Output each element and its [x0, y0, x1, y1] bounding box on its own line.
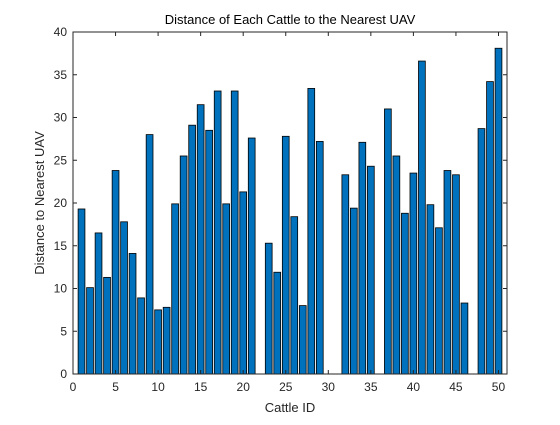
bar-cattle-13	[179, 155, 188, 375]
bar-cattle-42	[426, 204, 435, 375]
bar-cattle-24	[273, 271, 282, 375]
bar-cattle-37	[384, 108, 392, 375]
bar-cattle-41	[418, 60, 426, 375]
bar-cattle-1	[77, 208, 86, 375]
y-tick-label: 0	[60, 367, 67, 381]
bar-cattle-18	[222, 203, 230, 375]
y-axis-ticks: 0 5 10 15 20 25 30 35 40	[54, 25, 507, 381]
bar-cattle-4	[103, 276, 111, 375]
y-tick-label: 15	[54, 239, 68, 253]
bar-cattle-44	[443, 170, 452, 375]
x-tick-label: 20	[237, 380, 251, 394]
bar-cattle-7	[128, 253, 137, 375]
bar-cattle-27	[298, 305, 307, 375]
bar-cattle-46	[460, 302, 469, 375]
y-tick-label: 30	[54, 111, 68, 125]
bar-cattle-49	[486, 81, 494, 375]
bar-cattle-6	[120, 221, 128, 375]
bar-cattle-2	[86, 287, 94, 375]
x-axis-label: Cattle ID	[265, 400, 316, 415]
y-tick-label: 25	[54, 153, 68, 167]
bar-cattle-15	[196, 104, 205, 375]
bar-cattle-20	[239, 191, 247, 375]
y-tick-label: 5	[60, 324, 67, 338]
y-tick-label: 35	[54, 68, 68, 82]
bar-cattle-50	[494, 47, 503, 375]
bar-cattle-45	[452, 174, 460, 375]
bar-cattle-35	[367, 165, 375, 375]
plot-area-background	[73, 32, 507, 374]
chart-title: Distance of Each Cattle to the Nearest U…	[165, 12, 416, 27]
bar-cattle-28	[307, 88, 316, 375]
bar-cattle-12	[171, 203, 179, 375]
y-axis-label: Distance to Nearest UAV	[32, 131, 47, 275]
y-tick-label: 20	[54, 196, 68, 210]
bar-cattle-43	[435, 227, 443, 375]
y-tick-label: 40	[54, 25, 68, 39]
x-tick-label: 50	[492, 380, 506, 394]
bar-cattle-25	[281, 135, 290, 375]
bar-cattle-8	[137, 297, 145, 375]
x-tick-label: 15	[194, 380, 208, 394]
bar-cattle-40	[409, 172, 418, 375]
bar-cattle-33	[350, 207, 358, 375]
bar-cattle-32	[341, 174, 350, 375]
bar-cattle-9	[145, 134, 154, 375]
bar-cattle-29	[315, 141, 324, 375]
bar-cattle-26	[290, 216, 299, 375]
bar-cattle-34	[358, 141, 367, 375]
bar-cattle-19	[230, 90, 239, 375]
x-tick-label: 25	[279, 380, 293, 394]
bar-cattle-10	[154, 309, 162, 375]
x-tick-label: 10	[151, 380, 165, 394]
y-tick-label: 10	[54, 282, 68, 296]
x-axis-ticks: 0 5 10 15 20 25 30 35 40 45 50	[70, 32, 506, 394]
x-tick-label: 30	[322, 380, 336, 394]
x-tick-label: 45	[449, 380, 463, 394]
bar-cattle-17	[213, 90, 222, 375]
bar-cattle-11	[162, 306, 171, 375]
bar-cattle-14	[188, 124, 196, 375]
x-tick-label: 35	[364, 380, 378, 394]
bar-cattle-38	[392, 155, 401, 375]
bar-cattle-23	[264, 242, 273, 375]
x-tick-label: 40	[407, 380, 421, 394]
x-tick-label: 5	[112, 380, 119, 394]
bar-cattle-21	[247, 137, 256, 375]
bar-cattle-48	[477, 128, 486, 375]
bar-cattle-16	[205, 129, 213, 375]
bar-cattle-39	[401, 212, 409, 375]
bar-cattle-5	[111, 170, 120, 375]
bar-cattle-3	[94, 232, 103, 375]
x-tick-label: 0	[70, 380, 77, 394]
